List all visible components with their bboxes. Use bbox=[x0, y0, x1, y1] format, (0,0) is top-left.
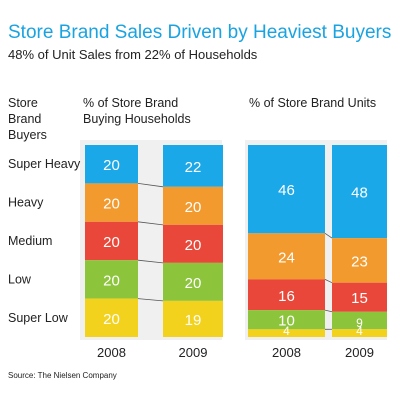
row-header: Store Brand Buyers bbox=[8, 96, 47, 142]
panel-header-units: % of Store Brand Units bbox=[249, 96, 376, 110]
x-tick-label: 2009 bbox=[179, 345, 208, 360]
data-label: 20 bbox=[185, 275, 202, 292]
bar-segment bbox=[85, 298, 138, 337]
bar-segment bbox=[248, 145, 325, 234]
plot-area: 2020202020200822202020192009462416104200… bbox=[80, 140, 387, 360]
chart-subtitle: 48% of Unit Sales from 22% of Households bbox=[8, 47, 258, 62]
bar-segment bbox=[248, 233, 325, 280]
connector-line bbox=[137, 221, 164, 226]
category-labels: Super Heavy Heavy Medium Low Super Low bbox=[8, 157, 81, 325]
data-label: 15 bbox=[351, 290, 368, 307]
bar-segment bbox=[248, 310, 325, 330]
bar-segment bbox=[85, 145, 138, 184]
source-note: Source: The Nielsen Company bbox=[8, 371, 117, 380]
data-label: 20 bbox=[103, 311, 120, 328]
bar-segment bbox=[248, 329, 325, 337]
category-label: Medium bbox=[8, 234, 52, 248]
category-label: Super Heavy bbox=[8, 157, 81, 171]
data-label: 46 bbox=[278, 182, 295, 199]
data-label: 9 bbox=[356, 316, 363, 330]
chart-panel: 20 20 20 20 20 2008 22 20 20 20 19 2009 bbox=[80, 140, 223, 360]
category-label: Low bbox=[8, 272, 32, 286]
data-label: 16 bbox=[278, 288, 295, 305]
panel-header-households: % of Store Brand Buying Households bbox=[83, 96, 191, 126]
bar-segment bbox=[248, 279, 325, 311]
data-label: 20 bbox=[185, 237, 202, 254]
data-label: 10 bbox=[278, 313, 295, 330]
bar-segment bbox=[332, 145, 387, 239]
data-label: 20 bbox=[103, 157, 120, 174]
data-label: 48 bbox=[351, 185, 368, 202]
bar-segment bbox=[332, 329, 387, 337]
bar-segment bbox=[85, 221, 138, 261]
data-label: 4 bbox=[283, 324, 290, 338]
row-header-line: Brand bbox=[8, 112, 41, 126]
x-tick-label: 2008 bbox=[272, 345, 301, 360]
bar-segment bbox=[163, 262, 223, 301]
category-label: Heavy bbox=[8, 196, 44, 210]
row-header-line: Buyers bbox=[8, 128, 47, 142]
category-label: Super Low bbox=[8, 311, 69, 325]
data-label: 23 bbox=[351, 253, 368, 270]
data-label: 24 bbox=[278, 249, 295, 266]
x-tick-label: 2009 bbox=[345, 345, 374, 360]
bar-segment bbox=[163, 145, 223, 187]
bar-segment bbox=[163, 224, 223, 263]
x-tick-label: 2008 bbox=[97, 345, 126, 360]
panel-header-line: % of Store Brand bbox=[83, 96, 178, 110]
data-label: 22 bbox=[185, 159, 202, 176]
connector-line bbox=[324, 309, 333, 313]
connector-line bbox=[137, 183, 164, 188]
bar-segment bbox=[332, 238, 387, 283]
connector-line bbox=[137, 298, 164, 302]
panel-header-line: Buying Households bbox=[83, 112, 191, 126]
data-label: 19 bbox=[185, 312, 202, 329]
data-label: 20 bbox=[103, 272, 120, 289]
data-label: 20 bbox=[103, 196, 120, 213]
connector-line bbox=[137, 259, 164, 264]
bar-segment bbox=[332, 311, 387, 330]
connector-line bbox=[324, 232, 333, 239]
bar-segment bbox=[163, 186, 223, 225]
data-label: 20 bbox=[103, 234, 120, 251]
bar-segment bbox=[163, 300, 223, 337]
bar-segment bbox=[332, 282, 387, 312]
data-label: 4 bbox=[356, 324, 363, 338]
chart-title: Store Brand Sales Driven by Heaviest Buy… bbox=[8, 22, 391, 43]
connector-line bbox=[324, 279, 333, 284]
panel-header-line: % of Store Brand Units bbox=[249, 96, 376, 110]
data-label: 20 bbox=[185, 199, 202, 216]
bar-segment bbox=[85, 260, 138, 299]
row-header-line: Store bbox=[8, 96, 38, 110]
bar-segment bbox=[85, 183, 138, 222]
